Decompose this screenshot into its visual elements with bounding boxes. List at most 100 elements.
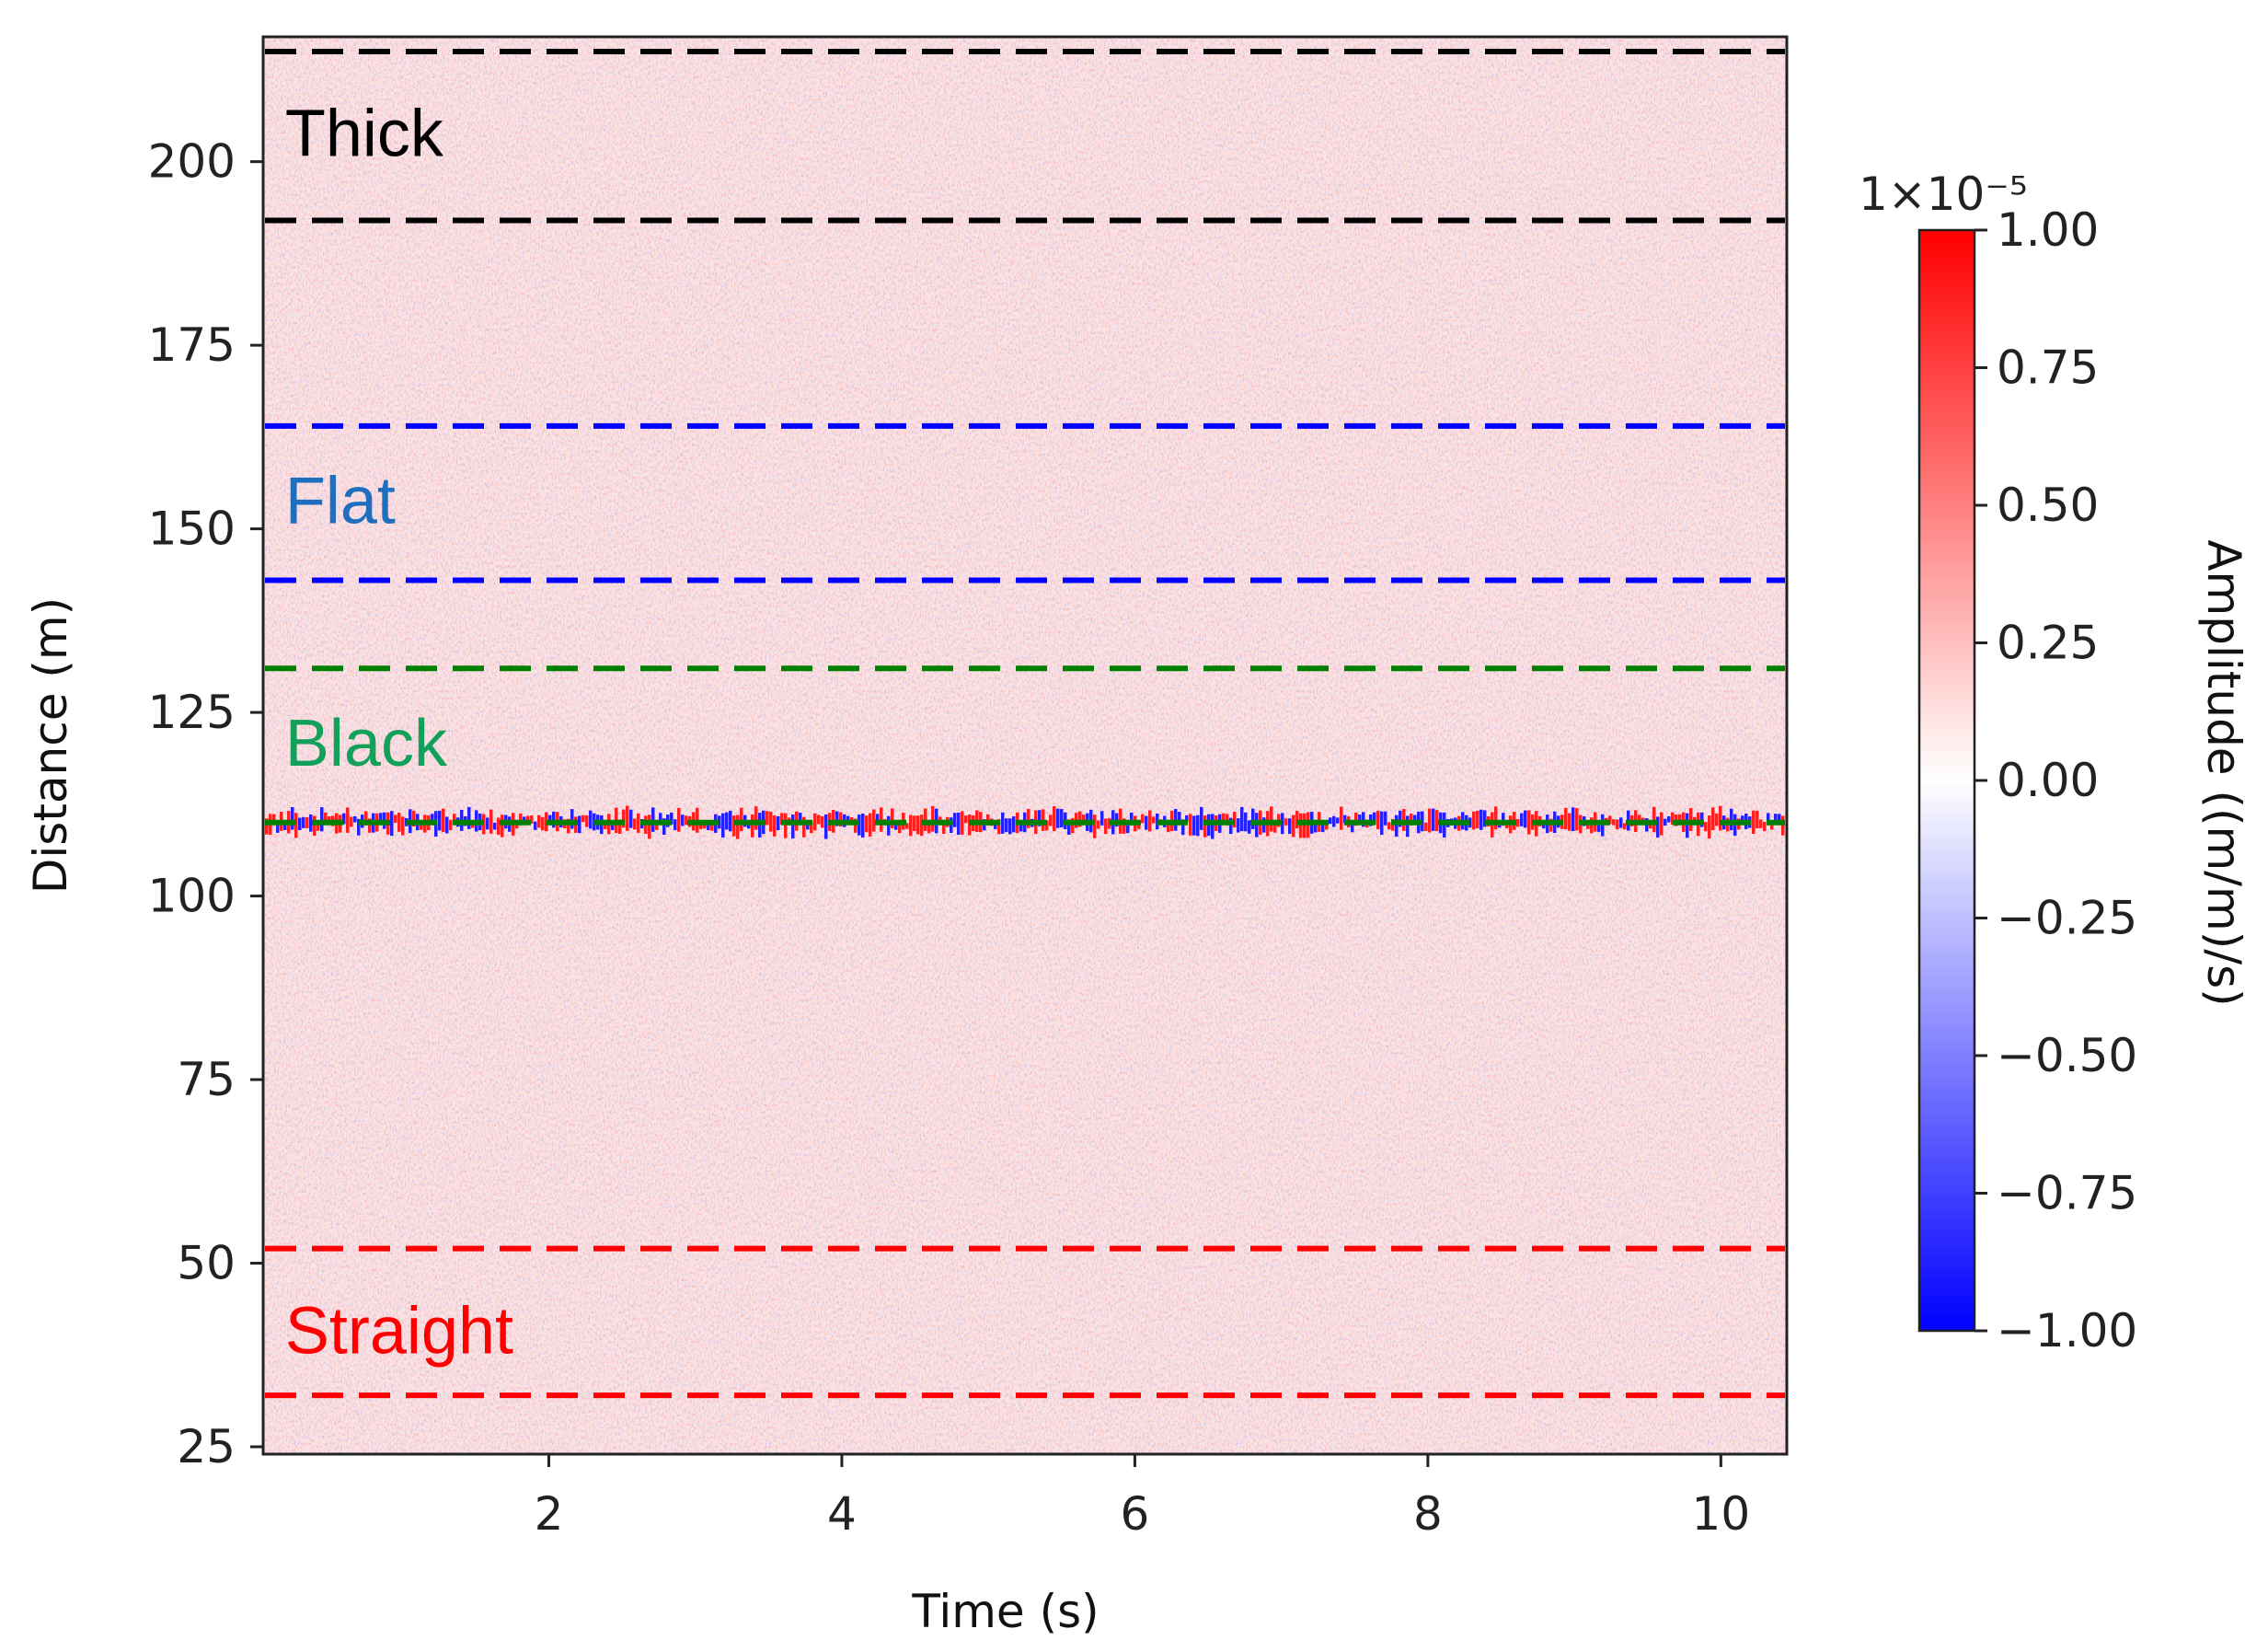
signal-stroke — [401, 816, 405, 836]
signal-stroke — [1410, 814, 1413, 826]
y-tick-label: 125 — [148, 686, 236, 739]
signal-stroke — [927, 820, 931, 834]
signal-stroke — [1652, 806, 1656, 833]
signal-stroke — [1097, 820, 1100, 829]
signal-stroke — [431, 814, 434, 825]
y-tick-label: 25 — [177, 1420, 236, 1473]
signal-stroke — [802, 816, 806, 838]
signal-stroke — [1130, 812, 1134, 826]
signal-stroke — [1027, 808, 1030, 828]
signal-stroke — [861, 814, 865, 838]
signal-stroke — [317, 820, 320, 831]
signal-stroke — [1678, 814, 1682, 825]
signal-stroke — [891, 808, 894, 828]
signal-stroke — [548, 814, 552, 822]
signal-stroke — [835, 811, 839, 826]
signal-stroke — [438, 810, 442, 831]
y-axis: 25 50 75 100 125 150 175 200 — [148, 135, 263, 1473]
signal-stroke — [1571, 807, 1575, 832]
region-label-flat: Flat — [285, 465, 396, 538]
signal-stroke — [1167, 819, 1170, 833]
colorbar-tick-label: −0.75 — [1997, 1167, 2137, 1220]
signal-stroke — [953, 813, 957, 827]
colorbar-tick-label: 0.00 — [1997, 754, 2099, 807]
signal-stroke — [769, 811, 773, 832]
y-tick-label: 150 — [148, 503, 236, 556]
signal-stroke — [1399, 810, 1402, 827]
signal-stroke — [1270, 806, 1273, 832]
signal-stroke — [328, 816, 331, 823]
signal-stroke — [1686, 813, 1689, 838]
signal-stroke — [1056, 808, 1060, 828]
signal-stroke — [1767, 813, 1770, 824]
signal-stroke — [1502, 813, 1505, 826]
signal-stroke — [298, 817, 302, 830]
signal-stroke — [611, 822, 615, 830]
signal-stroke — [545, 812, 548, 832]
signal-stroke — [1413, 814, 1417, 825]
region-label-thick: Thick — [285, 98, 444, 171]
colorbar-tick-label: −0.25 — [1997, 892, 2137, 945]
signal-stroke — [729, 810, 732, 832]
signal-stroke — [1299, 813, 1303, 838]
signal-stroke — [1019, 822, 1023, 832]
signal-stroke — [497, 817, 501, 836]
signal-stroke — [773, 815, 777, 837]
signal-stroke — [552, 811, 556, 828]
signal-stroke — [394, 814, 397, 824]
signal-stroke — [493, 822, 497, 830]
signal-stroke — [1759, 819, 1763, 828]
signal-stroke — [721, 813, 725, 838]
signal-stroke — [685, 815, 688, 826]
signal-stroke — [1237, 818, 1240, 833]
signal-stroke — [1483, 810, 1487, 827]
signal-stroke — [346, 807, 350, 833]
signal-stroke — [420, 823, 423, 830]
signal-stroke — [898, 819, 902, 834]
colorbar-tick-label: −1.00 — [1997, 1304, 2137, 1357]
signal-stroke — [1373, 812, 1376, 825]
signal-stroke — [364, 811, 368, 826]
signal-stroke — [604, 822, 607, 829]
signal-stroke — [1715, 813, 1719, 826]
signal-stroke — [920, 814, 924, 837]
signal-stroke — [1689, 807, 1693, 831]
signal-stroke — [1708, 815, 1711, 839]
signal-stroke — [880, 807, 883, 832]
signal-stroke — [909, 814, 913, 837]
signal-stroke — [1229, 817, 1233, 835]
signal-stroke — [754, 806, 758, 830]
signal-stroke — [1520, 813, 1524, 826]
signal-stroke — [618, 819, 622, 834]
signal-stroke — [1527, 810, 1531, 835]
signal-stroke — [449, 819, 453, 831]
x-axis: 2 4 6 8 10 — [535, 1454, 1751, 1541]
signal-stroke — [1211, 814, 1215, 839]
signal-stroke — [810, 821, 813, 834]
signal-stroke — [1181, 819, 1185, 836]
signal-stroke — [1251, 808, 1255, 829]
signal-stroke — [1185, 814, 1189, 823]
signal-stroke — [1093, 814, 1097, 838]
signal-stroke — [622, 809, 626, 828]
signal-stroke — [799, 813, 802, 826]
signal-stroke — [1222, 813, 1226, 826]
signal-stroke — [703, 822, 707, 829]
signal-stroke — [824, 814, 828, 839]
signal-stroke — [486, 817, 489, 830]
signal-stroke — [1012, 816, 1016, 833]
signal-stroke — [1321, 820, 1325, 832]
signal-stroke — [1711, 807, 1715, 830]
signal-stroke — [350, 816, 353, 827]
signal-stroke — [1343, 814, 1347, 824]
x-tick-label: 10 — [1692, 1487, 1751, 1541]
signal-stroke — [294, 813, 298, 838]
signal-stroke — [1001, 812, 1005, 834]
colorbar-tick-label: 0.50 — [1997, 479, 2099, 532]
signal-stroke — [1126, 820, 1130, 834]
colorbar: 1.00 0.75 0.50 0.25 0.00 −0.25 −0.50 −0.75 −1.00… — [1859, 168, 2251, 1357]
signal-stroke — [1700, 812, 1704, 827]
signal-stroke — [924, 808, 927, 831]
signal-stroke — [1244, 812, 1248, 832]
signal-stroke — [1472, 811, 1476, 830]
